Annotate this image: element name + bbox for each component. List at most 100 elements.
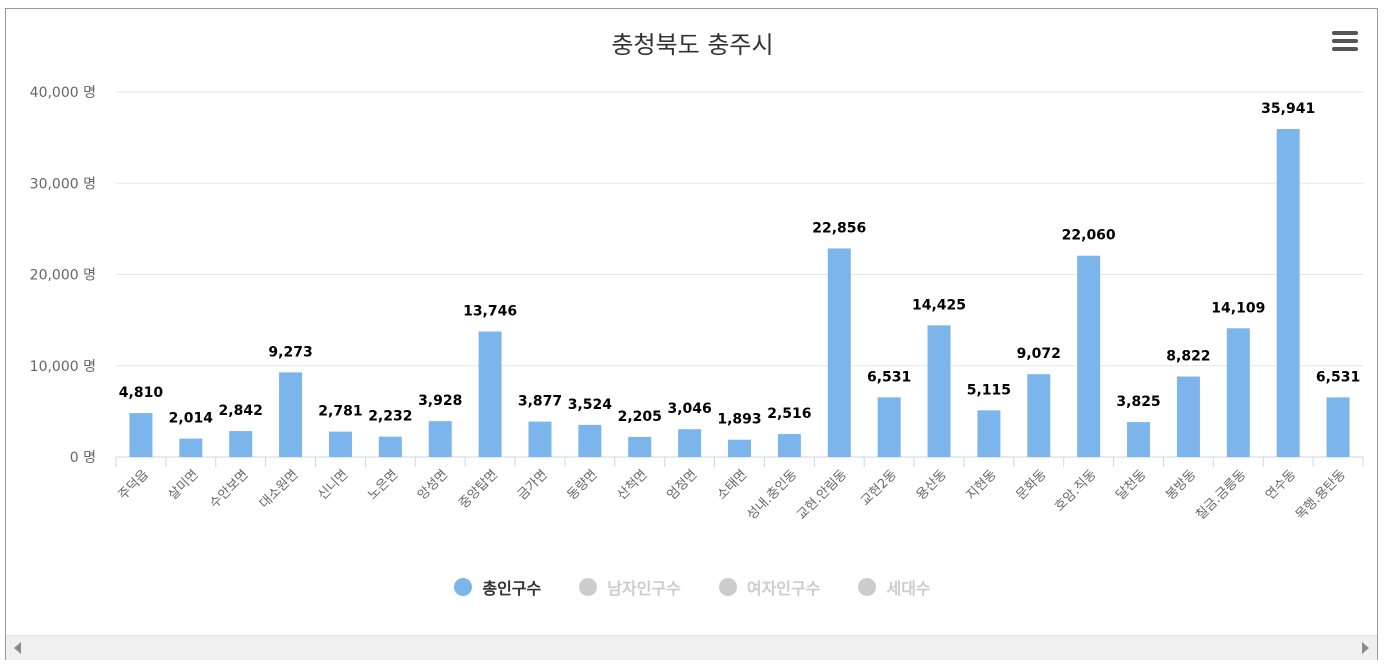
bar (478, 331, 502, 457)
data-label: 22,060 (1062, 228, 1116, 244)
legend-marker-icon (579, 578, 598, 596)
legend-label: 세대수 (886, 579, 931, 598)
x-tick-label: 수안보면 (207, 467, 251, 511)
legend-label: 총인구수 (482, 579, 542, 598)
data-label: 13,746 (463, 304, 517, 320)
legend-label: 여자인구수 (746, 579, 821, 598)
legend-item[interactable]: 세대수 (858, 575, 931, 599)
bar (628, 436, 652, 457)
x-tick-label: 앙성면 (415, 467, 451, 503)
bar-chart-plot: 0 명 10,000 명 20,000 명 30,000 명 40,000 명 4,810… (30, 85, 1364, 523)
data-label: 2,232 (368, 409, 412, 425)
x-tick-label: 금가면 (515, 467, 551, 503)
legend-marker-icon (718, 578, 737, 596)
data-label: 4,810 (119, 385, 164, 401)
data-label: 2,205 (618, 409, 662, 425)
data-label: 6,531 (867, 369, 911, 385)
bar (1326, 397, 1350, 457)
x-tick-label: 달천동 (1113, 467, 1149, 503)
x-tick-label: 주덕읍 (116, 467, 152, 503)
chart-legend: 총인구수 남자인구수 여자인구수 세대수 (6, 575, 1379, 599)
bar (428, 421, 452, 457)
bar (777, 434, 801, 457)
bar (1276, 129, 1300, 457)
arrow-right-icon[interactable] (1362, 642, 1369, 654)
data-label: 3,524 (568, 397, 613, 413)
x-tick-label: 살미면 (166, 467, 202, 503)
bar (1176, 376, 1200, 457)
x-tick-label: 신니면 (315, 467, 351, 503)
bar (528, 421, 552, 457)
y-tick-label: 20,000 명 (30, 268, 96, 284)
data-label: 2,516 (767, 406, 811, 422)
data-label: 35,941 (1261, 101, 1315, 117)
bar (728, 439, 751, 457)
bar (827, 248, 851, 457)
x-tick-label: 봉방동 (1163, 467, 1199, 503)
bar (1127, 422, 1151, 457)
x-tick-label: 소태면 (714, 467, 750, 503)
chart-container: 충청북도 충주시 0 명 10,000 명 20,000 명 30,000 명 40,0… (5, 8, 1378, 660)
data-label: 3,877 (518, 394, 562, 410)
bar (328, 431, 352, 457)
bar (1226, 328, 1250, 457)
legend-item[interactable]: 남자인구수 (579, 575, 681, 599)
x-tick-label: 대소원면 (257, 467, 301, 511)
data-label: 1,893 (717, 412, 761, 428)
data-label: 3,046 (667, 401, 711, 417)
legend-item[interactable]: 총인구수 (454, 575, 541, 599)
x-tick-label: 호암.직동 (1052, 467, 1099, 514)
y-tick-label: 0 명 (70, 450, 96, 466)
bar (229, 431, 253, 457)
data-label: 14,109 (1211, 300, 1265, 316)
data-label: 8,822 (1166, 348, 1210, 364)
bar (1077, 255, 1101, 457)
bar (927, 325, 951, 457)
data-label: 5,115 (967, 382, 1011, 398)
x-tick-label: 중앙탑면 (456, 467, 500, 511)
x-tick-label: 용산동 (914, 467, 950, 503)
data-label: 22,856 (812, 220, 866, 236)
legend-label: 남자인구수 (607, 579, 681, 598)
horizontal-scrollbar[interactable] (6, 635, 1377, 660)
x-tick-label: 칠금.금릉동 (1193, 467, 1249, 523)
data-label: 2,014 (169, 411, 214, 427)
x-tick-label: 교현.안림동 (794, 467, 850, 523)
data-label: 6,531 (1316, 369, 1360, 385)
legend-marker-icon (858, 578, 877, 596)
x-tick-label: 연수동 (1263, 467, 1299, 503)
x-tick-label: 문화동 (1014, 467, 1050, 503)
x-tick-label: 노은면 (365, 467, 401, 503)
hamburger-menu-icon[interactable] (1332, 31, 1358, 55)
y-tick-label: 30,000 명 (30, 176, 96, 192)
legend-marker-icon (454, 578, 473, 596)
bar (179, 438, 203, 457)
x-tick-label: 목행.용탄동 (1292, 466, 1349, 523)
x-tick-label: 지현동 (964, 467, 1000, 503)
bar (378, 436, 402, 457)
y-tick-label: 10,000 명 (30, 359, 96, 375)
bar (678, 429, 702, 457)
data-label: 9,072 (1017, 346, 1061, 362)
legend-item[interactable]: 여자인구수 (718, 575, 821, 599)
bar (279, 372, 303, 457)
x-tick-label: 엄정면 (664, 467, 700, 503)
x-tick-label: 동량면 (565, 467, 601, 503)
data-label: 2,842 (219, 403, 263, 419)
x-tick-label: 산척면 (615, 467, 651, 503)
data-label: 2,781 (318, 404, 362, 420)
data-label: 9,273 (268, 344, 312, 360)
data-label: 14,425 (912, 297, 966, 313)
bar (977, 410, 1001, 457)
arrow-left-icon[interactable] (14, 642, 21, 654)
x-tick-label: 교현2동 (858, 467, 900, 509)
bar (578, 424, 602, 457)
bar (1027, 374, 1051, 457)
bar (129, 413, 153, 457)
y-tick-label: 40,000 명 (30, 85, 96, 101)
x-tick-label: 성내.충인동 (744, 467, 800, 523)
data-label: 3,825 (1116, 394, 1160, 410)
chart-title: 충청북도 충주시 (611, 31, 774, 59)
data-label: 3,928 (418, 393, 462, 409)
bar (877, 397, 901, 457)
